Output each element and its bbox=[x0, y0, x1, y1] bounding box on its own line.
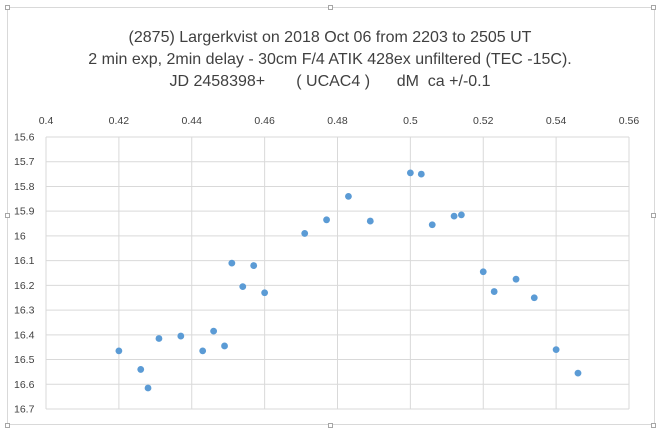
x-tick-label: 0.4 bbox=[39, 115, 54, 127]
data-point bbox=[490, 288, 498, 295]
resize-handle-top-right[interactable] bbox=[651, 5, 656, 10]
y-tick-label: 16.3 bbox=[14, 305, 35, 317]
y-tick-label: 15.7 bbox=[14, 156, 35, 168]
data-point bbox=[250, 262, 258, 269]
x-axis-ticks: 0.4 0.42 0.44 0.46 0.48 0.5 0.52 0.54 0.56 bbox=[39, 115, 640, 127]
chart-title-line-3: JD 2458398+ ( UCAC4 ) dM ca +/-0.1 bbox=[169, 73, 491, 90]
data-point bbox=[428, 221, 436, 229]
x-tick-label: 0.5 bbox=[403, 115, 418, 127]
chart-title-line-2: 2 min exp, 2min delay - 30cm F/4 ATIK 42… bbox=[88, 51, 572, 68]
y-tick-label: 16.5 bbox=[14, 354, 35, 366]
data-point bbox=[574, 369, 582, 377]
resize-handle-top-left[interactable] bbox=[5, 5, 10, 10]
data-point bbox=[530, 294, 538, 302]
gridlines bbox=[45, 136, 630, 410]
resize-handle-right[interactable] bbox=[651, 213, 656, 218]
y-tick-label: 16.6 bbox=[14, 379, 35, 391]
x-tick-label: 0.44 bbox=[182, 115, 203, 127]
data-point bbox=[301, 230, 309, 237]
resize-handle-bottom[interactable] bbox=[328, 423, 333, 428]
data-point bbox=[177, 332, 185, 340]
y-tick-label: 16 bbox=[14, 230, 26, 242]
data-point bbox=[199, 347, 207, 355]
data-point bbox=[552, 346, 560, 354]
data-point bbox=[137, 366, 145, 373]
chart-title: (2875) Largerkvist on 2018 Oct 06 from 2… bbox=[0, 27, 660, 93]
data-point bbox=[345, 192, 352, 200]
data-point bbox=[406, 169, 414, 177]
y-axis-ticks: 15.6 15.7 15.8 15.9 16 16.1 16.2 16.3 16.4 16.5 16… bbox=[14, 132, 35, 416]
x-tick-label: 0.54 bbox=[546, 115, 567, 127]
x-tick-label: 0.42 bbox=[109, 115, 130, 127]
resize-handle-bottom-left[interactable] bbox=[5, 423, 10, 428]
data-point bbox=[221, 342, 228, 350]
data-point bbox=[239, 283, 247, 290]
data-point bbox=[450, 212, 458, 220]
y-tick-label: 15.9 bbox=[14, 206, 35, 218]
x-tick-label: 0.52 bbox=[473, 115, 494, 127]
data-point bbox=[417, 170, 425, 178]
x-tick-label: 0.56 bbox=[619, 115, 640, 127]
data-point bbox=[366, 217, 374, 225]
resize-handle-left[interactable] bbox=[5, 213, 10, 218]
y-tick-label: 15.8 bbox=[14, 181, 35, 193]
resize-handle-bottom-right[interactable] bbox=[651, 423, 656, 428]
y-tick-label: 15.6 bbox=[14, 132, 35, 144]
resize-handle-top[interactable] bbox=[328, 5, 333, 10]
data-point bbox=[115, 347, 123, 355]
data-point bbox=[261, 289, 269, 297]
data-point bbox=[512, 275, 520, 283]
data-point bbox=[457, 211, 465, 219]
data-point bbox=[323, 216, 330, 224]
x-tick-label: 0.48 bbox=[327, 115, 348, 127]
data-point bbox=[155, 335, 163, 342]
y-tick-label: 16.1 bbox=[14, 255, 35, 267]
chart-title-line-1: (2875) Largerkvist on 2018 Oct 06 from 2… bbox=[128, 29, 532, 46]
data-point bbox=[210, 327, 218, 335]
data-point bbox=[144, 384, 152, 392]
chart-area bbox=[7, 7, 655, 425]
data-point bbox=[228, 259, 236, 267]
y-tick-label: 16.2 bbox=[14, 280, 35, 292]
y-tick-label: 16.7 bbox=[14, 404, 35, 416]
y-tick-label: 16.4 bbox=[14, 329, 35, 341]
data-points bbox=[115, 169, 582, 392]
data-point bbox=[479, 268, 487, 276]
x-tick-label: 0.46 bbox=[254, 115, 275, 127]
